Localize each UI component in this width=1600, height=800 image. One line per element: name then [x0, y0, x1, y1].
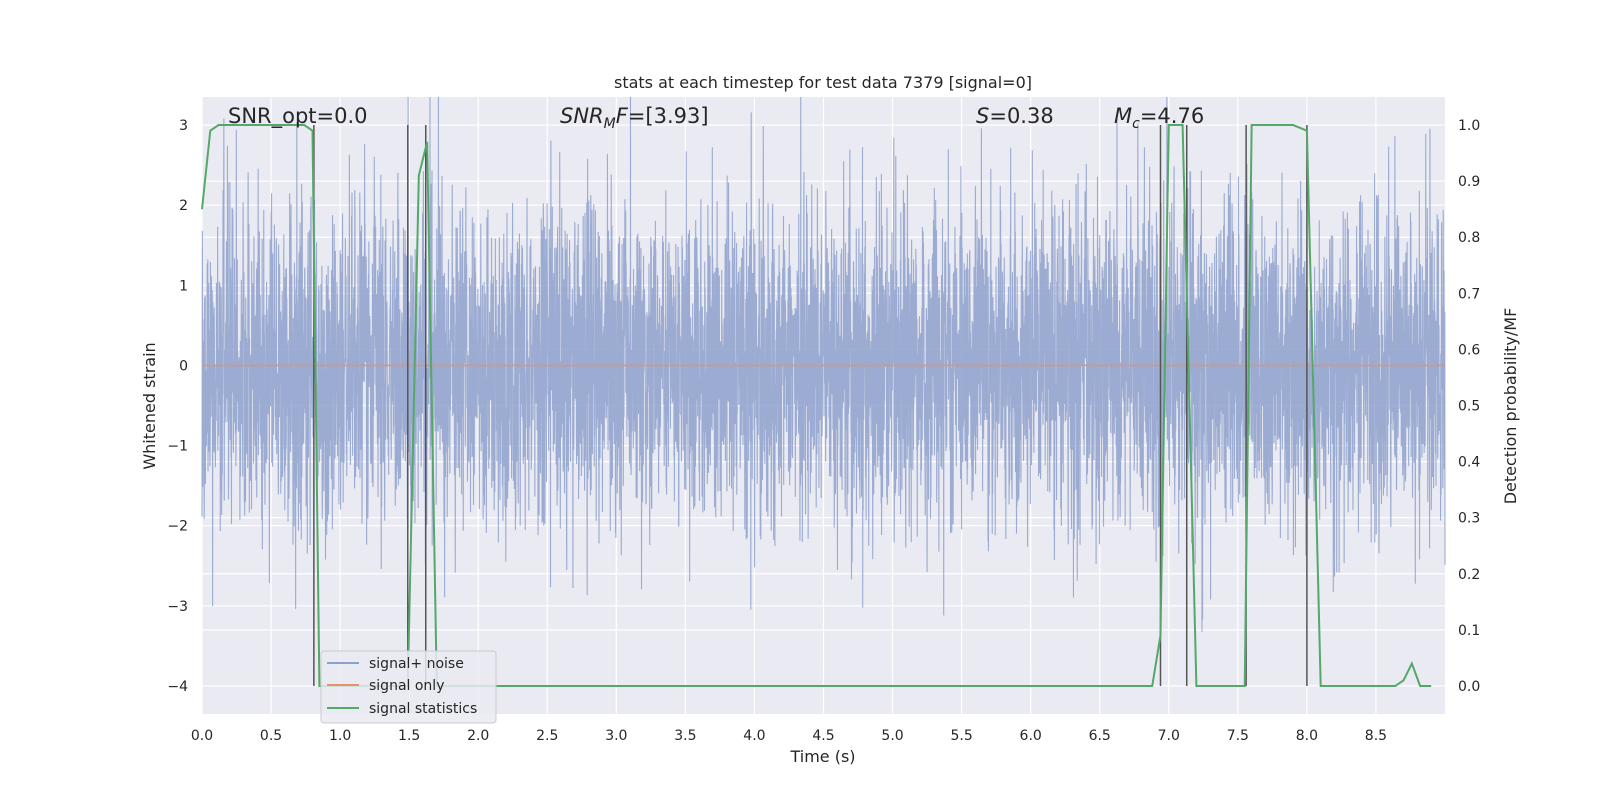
x-tick-label: 5.0 [881, 728, 903, 744]
x-tick-label: 2.0 [467, 728, 489, 744]
y-right-tick-label: 0.8 [1458, 230, 1480, 246]
y-left-tick-label: −2 [167, 519, 188, 535]
annotation-s-value: S=0.38 [976, 104, 1054, 128]
y-left-tick-label: 1 [179, 278, 188, 294]
y-left-tick-label: 3 [179, 118, 188, 134]
legend-label-signal-plus-noise: signal+ noise [369, 656, 464, 672]
y-right-axis-label: Detection probability/MF [1501, 308, 1520, 505]
y-right-tick-label: 0.3 [1458, 511, 1480, 527]
x-tick-label: 1.0 [329, 728, 351, 744]
y-right-tick-label: 1.0 [1458, 118, 1480, 134]
annotation-mc-value: Mc=4.76 [1114, 104, 1204, 132]
y-right-tick-label: 0.7 [1458, 286, 1480, 302]
x-tick-label: 3.0 [605, 728, 627, 744]
x-tick-label: 7.0 [1158, 728, 1180, 744]
x-tick-label: 8.5 [1365, 728, 1387, 744]
x-tick-label: 0.0 [191, 728, 213, 744]
y-right-tick-label: 0.9 [1458, 174, 1480, 190]
y-left-axis-label: Whitened strain [140, 342, 159, 469]
y-right-tick-label: 0.1 [1458, 623, 1480, 639]
x-tick-label: 7.5 [1227, 728, 1249, 744]
x-tick-label: 5.5 [950, 728, 972, 744]
y-right-tick-labels: 1.0 0.9 0.8 0.7 0.6 0.5 0.4 0.3 0.2 0.1 0.0 [1458, 118, 1480, 695]
x-tick-label: 6.5 [1089, 728, 1111, 744]
legend-label-signal-only: signal only [369, 678, 444, 694]
y-left-tick-labels: 3 2 1 0 −1 −2 −3 −4 [167, 118, 188, 695]
signal-statistics-series [201, 124, 1432, 687]
signal-plus-noise-series [201, 96, 1446, 632]
y-left-tick-label: −4 [167, 679, 188, 695]
x-axis-label: Time (s) [789, 747, 855, 766]
x-tick-label: 3.5 [674, 728, 696, 744]
x-tick-label: 8.0 [1296, 728, 1318, 744]
legend-box [320, 650, 497, 724]
y-right-tick-label: 0.4 [1458, 455, 1480, 471]
x-tick-label: 4.5 [812, 728, 834, 744]
y-right-tick-label: 0.6 [1458, 342, 1480, 358]
annotation-snr-opt: SNR_opt=0.0 [228, 104, 368, 129]
x-tick-label: 6.0 [1020, 728, 1042, 744]
y-left-tick-label: 2 [179, 198, 188, 214]
legend: signal+ noise signal only signal statist… [320, 650, 497, 724]
x-tick-label: 4.0 [743, 728, 765, 744]
signal-plus-noise-line [201, 96, 1446, 632]
y-left-tick-label: 0 [179, 358, 188, 374]
x-tick-label: 1.5 [398, 728, 420, 744]
x-tick-label: 0.5 [260, 728, 282, 744]
y-right-tick-label: 0.5 [1458, 399, 1480, 415]
chart-title: stats at each timestep for test data 737… [614, 73, 1032, 92]
y-right-tick-label: 0.0 [1458, 679, 1480, 695]
annotation-snr-mf: SNRMF=[3.93] [560, 104, 709, 132]
x-tick-label: 2.5 [536, 728, 558, 744]
legend-label-signal-statistics: signal statistics [369, 701, 477, 717]
y-right-tick-label: 0.2 [1458, 567, 1480, 583]
signal-statistics-line [201, 124, 1432, 687]
y-left-tick-label: −3 [167, 599, 188, 615]
y-left-tick-label: −1 [167, 439, 188, 455]
x-tick-labels: 0.0 0.5 1.0 1.5 2.0 2.5 3.0 3.5 4.0 4.5 5.0 5.5 6.0 6… [191, 728, 1387, 744]
